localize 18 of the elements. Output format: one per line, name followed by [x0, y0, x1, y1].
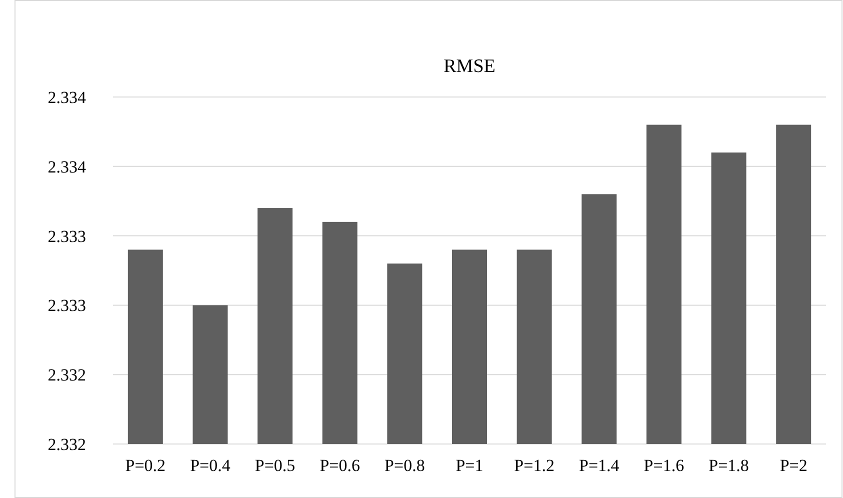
x-tick-label: P=0.5 — [254, 456, 296, 475]
y-tick-label: 2.334 — [48, 157, 86, 176]
x-tick-label: P=1.2 — [514, 456, 554, 475]
x-tick-label: P=1.4 — [578, 456, 620, 475]
y-tick-label: 2.333 — [48, 296, 86, 316]
x-tick-label: P=2 — [780, 456, 808, 475]
y-tick-label: 2.332 — [48, 434, 86, 454]
x-tick-label: P=1 — [456, 456, 484, 475]
y-tick-label: 2.333 — [48, 226, 86, 246]
x-tick-label: P=1.6 — [644, 456, 684, 475]
y-tick-label: 2.332 — [48, 366, 86, 385]
chart-title: RMSE — [444, 56, 496, 77]
x-tick-label: P=0.4 — [190, 456, 231, 475]
y-tick-label: 2.334 — [48, 88, 86, 107]
x-tick-label: P=1.8 — [708, 456, 749, 475]
x-tick-label: P=0.2 — [125, 456, 166, 475]
x-tick-label: P=0.8 — [384, 456, 425, 475]
x-tick-label: P=0.6 — [320, 456, 360, 475]
